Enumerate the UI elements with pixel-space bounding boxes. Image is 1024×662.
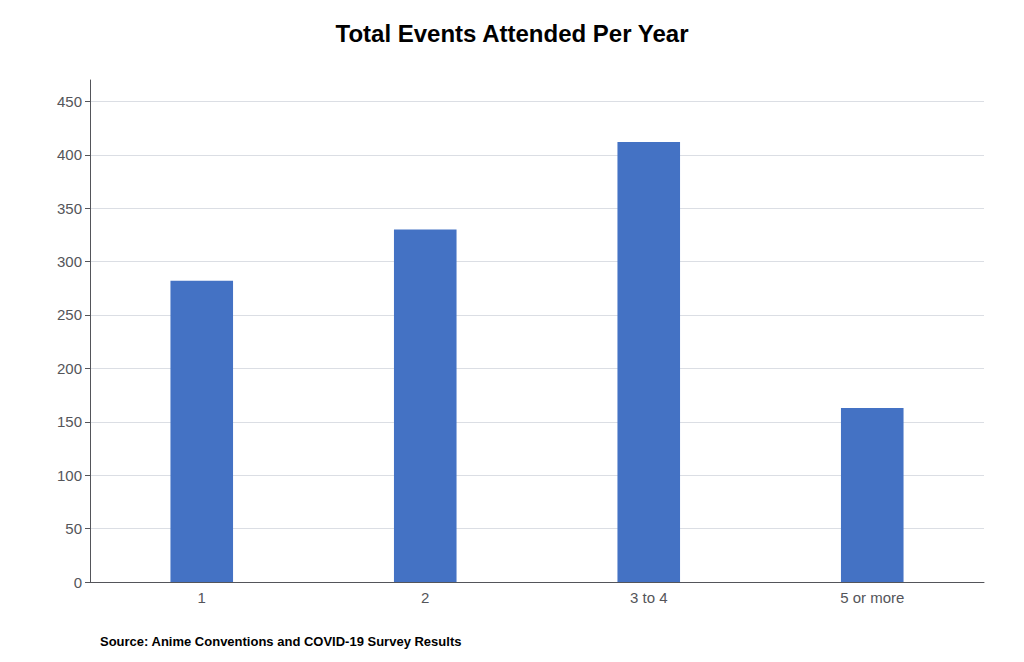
svg-text:Source: Anime Conventions and: Source: Anime Conventions and COVID-19 S… — [100, 634, 461, 649]
svg-text:250: 250 — [57, 306, 82, 323]
svg-text:0: 0 — [74, 574, 82, 591]
svg-text:400: 400 — [57, 146, 82, 163]
svg-text:Total Events Attended Per Year: Total Events Attended Per Year — [335, 20, 688, 47]
svg-text:50: 50 — [65, 520, 82, 537]
svg-text:5 or more: 5 or more — [840, 589, 904, 606]
svg-text:150: 150 — [57, 413, 82, 430]
svg-text:200: 200 — [57, 360, 82, 377]
svg-text:2: 2 — [421, 589, 429, 606]
svg-text:300: 300 — [57, 253, 82, 270]
svg-text:450: 450 — [57, 93, 82, 110]
svg-text:1: 1 — [198, 589, 206, 606]
svg-text:350: 350 — [57, 200, 82, 217]
svg-text:3 to 4: 3 to 4 — [630, 589, 668, 606]
svg-text:100: 100 — [57, 467, 82, 484]
